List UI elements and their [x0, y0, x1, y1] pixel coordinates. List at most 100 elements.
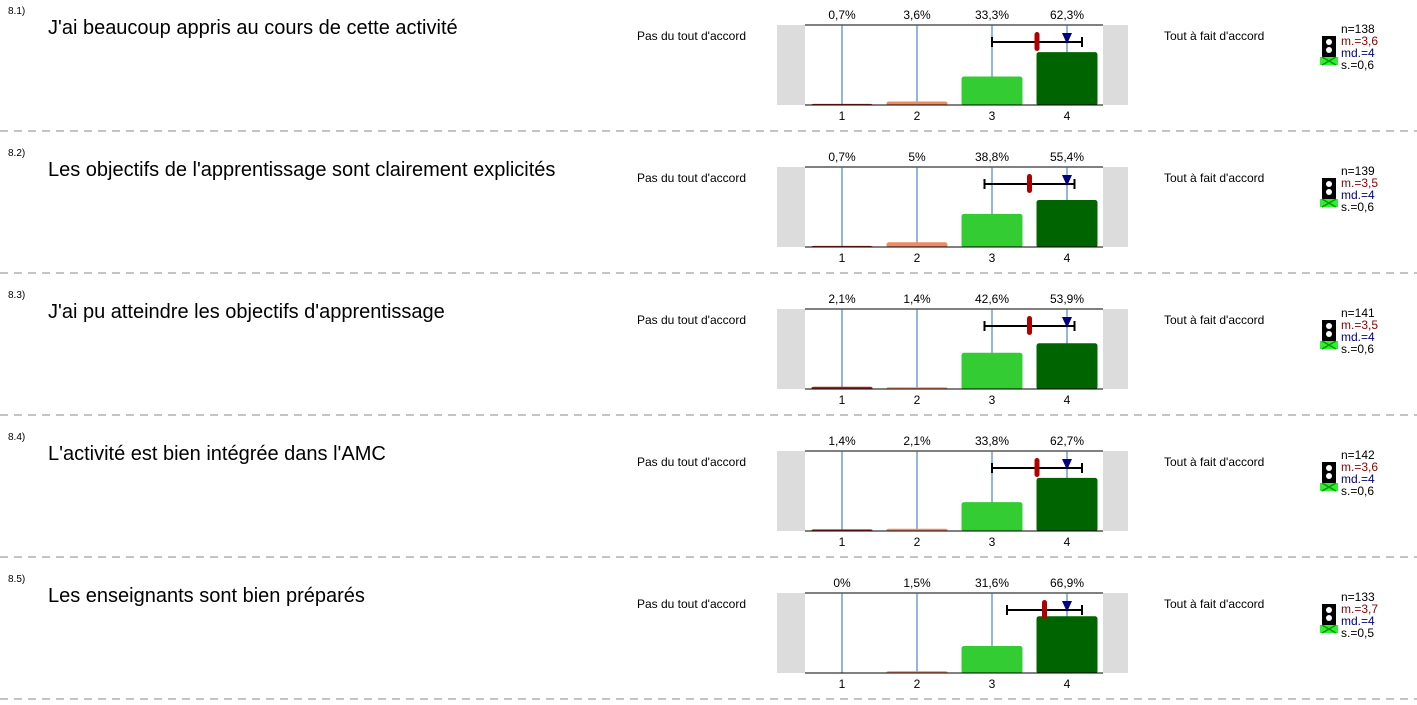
category-label: 2 — [914, 109, 921, 123]
light — [1326, 331, 1332, 337]
category-label: 3 — [989, 535, 996, 549]
bar — [1036, 52, 1098, 106]
stat-median: md.=4 — [1341, 472, 1375, 486]
question-number: 8.5) — [8, 574, 26, 585]
category-label: 1 — [839, 109, 846, 123]
light-x — [1321, 482, 1337, 492]
question-number: 8.3) — [8, 290, 26, 301]
stat-mean: m.=3,7 — [1341, 602, 1378, 616]
light — [1326, 607, 1332, 613]
question-text: L'activité est bien intégrée dans l'AMC — [48, 443, 386, 465]
stat-n: n=142 — [1341, 448, 1375, 462]
light-x — [1321, 56, 1337, 66]
category-label: 3 — [989, 677, 996, 691]
right-gray — [1103, 25, 1128, 105]
stat-median: md.=4 — [1341, 614, 1375, 628]
value-label: 0,7% — [828, 150, 856, 164]
category-label: 4 — [1064, 535, 1071, 549]
category-label: 1 — [839, 677, 846, 691]
light — [1326, 181, 1332, 187]
median-marker — [1062, 601, 1072, 612]
stat-median: md.=4 — [1341, 188, 1375, 202]
value-label: 5% — [908, 150, 926, 164]
value-label: 2,1% — [903, 434, 931, 448]
stat-n: n=141 — [1341, 306, 1375, 320]
mean-marker — [1042, 600, 1047, 619]
left-label: Pas du tout d'accord — [637, 171, 746, 185]
bar — [961, 76, 1023, 106]
mean-marker — [1034, 32, 1040, 51]
question-number: 8.2) — [8, 148, 26, 159]
value-label: 1,4% — [903, 292, 931, 306]
bar — [961, 645, 1023, 674]
category-label: 1 — [839, 393, 846, 407]
left-label: Pas du tout d'accord — [637, 597, 746, 611]
right-gray — [1103, 593, 1128, 673]
left-gray — [777, 593, 805, 673]
light-x — [1321, 340, 1337, 350]
left-gray — [777, 309, 805, 389]
right-gray — [1103, 451, 1128, 531]
left-label: Pas du tout d'accord — [637, 29, 746, 43]
value-label: 0% — [833, 576, 851, 590]
left-gray — [777, 451, 805, 531]
question-text: Les objectifs de l'apprentissage sont cl… — [48, 159, 556, 181]
left-label: Pas du tout d'accord — [637, 313, 746, 327]
left-label: Pas du tout d'accord — [637, 455, 746, 469]
stat-n: n=133 — [1341, 590, 1375, 604]
median-marker — [1062, 459, 1072, 470]
median-marker — [1062, 33, 1072, 44]
bar — [1036, 343, 1098, 390]
stat-sd: s.=0,5 — [1341, 626, 1374, 640]
stat-median: md.=4 — [1341, 330, 1375, 344]
stat-sd: s.=0,6 — [1341, 484, 1374, 498]
value-label: 38,8% — [975, 150, 1009, 164]
category-label: 2 — [914, 393, 921, 407]
value-label: 1,5% — [903, 576, 931, 590]
light — [1326, 615, 1332, 621]
right-label: Tout à fait d'accord — [1164, 171, 1264, 185]
light — [1326, 323, 1332, 329]
bar — [961, 213, 1023, 248]
stat-mean: m.=3,6 — [1341, 460, 1378, 474]
mean-marker — [1034, 458, 1040, 477]
value-label: 62,7% — [1050, 434, 1084, 448]
category-label: 2 — [914, 251, 921, 265]
right-gray — [1103, 309, 1128, 389]
left-gray — [777, 25, 805, 105]
bar — [1036, 616, 1098, 674]
stat-mean: m.=3,5 — [1341, 176, 1378, 190]
stat-mean: m.=3,6 — [1341, 34, 1378, 48]
question-number: 8.4) — [8, 432, 26, 443]
light-x — [1321, 198, 1337, 208]
category-label: 4 — [1064, 109, 1071, 123]
question-text: J'ai pu atteindre les objectifs d'appren… — [48, 301, 445, 323]
category-label: 4 — [1064, 393, 1071, 407]
category-label: 3 — [989, 393, 996, 407]
right-label: Tout à fait d'accord — [1164, 597, 1264, 611]
value-label: 33,8% — [975, 434, 1009, 448]
median-marker — [1062, 317, 1072, 328]
value-label: 55,4% — [1050, 150, 1084, 164]
value-label: 0,7% — [828, 8, 856, 22]
value-label: 42,6% — [975, 292, 1009, 306]
value-label: 62,3% — [1050, 8, 1084, 22]
stat-sd: s.=0,6 — [1341, 342, 1374, 356]
value-label: 33,3% — [975, 8, 1009, 22]
bar — [886, 242, 948, 248]
right-label: Tout à fait d'accord — [1164, 29, 1264, 43]
light — [1326, 39, 1332, 45]
bar — [961, 352, 1023, 390]
stat-sd: s.=0,6 — [1341, 200, 1374, 214]
category-label: 2 — [914, 535, 921, 549]
category-label: 2 — [914, 677, 921, 691]
mean-marker — [1027, 174, 1032, 193]
light-x — [1321, 624, 1337, 634]
bar — [961, 502, 1023, 532]
stat-mean: m.=3,5 — [1341, 318, 1378, 332]
category-label: 4 — [1064, 251, 1071, 265]
value-label: 2,1% — [828, 292, 856, 306]
stat-sd: s.=0,6 — [1341, 58, 1374, 72]
